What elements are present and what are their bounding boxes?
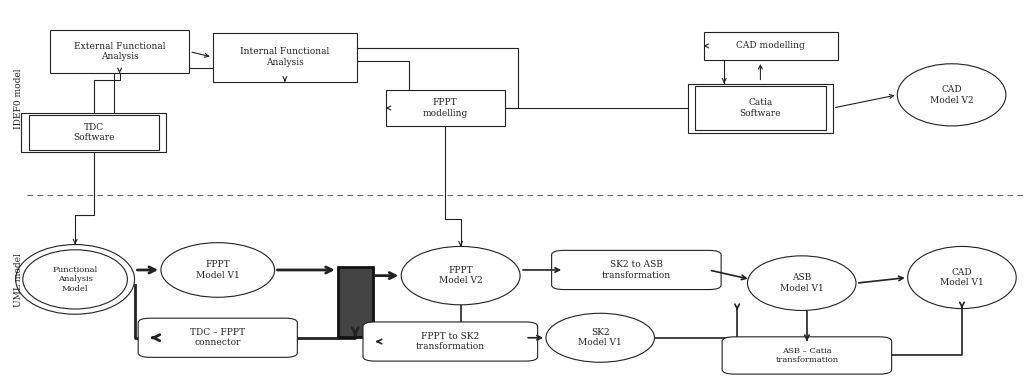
FancyBboxPatch shape: [722, 337, 892, 374]
Ellipse shape: [747, 256, 856, 310]
FancyBboxPatch shape: [696, 86, 826, 130]
Text: FPPT
Model V1: FPPT Model V1: [196, 260, 240, 280]
Ellipse shape: [16, 245, 135, 314]
FancyBboxPatch shape: [50, 30, 189, 73]
Text: FPPT to SK2
transformation: FPPT to SK2 transformation: [416, 332, 484, 351]
FancyBboxPatch shape: [22, 113, 166, 152]
Text: TDC
Software: TDC Software: [73, 123, 115, 142]
Text: External Functional
Analysis: External Functional Analysis: [73, 42, 166, 61]
Text: IDEF0 model: IDEF0 model: [14, 68, 23, 129]
Text: SK2
Model V1: SK2 Model V1: [579, 328, 622, 347]
FancyBboxPatch shape: [337, 267, 373, 337]
Ellipse shape: [402, 246, 520, 305]
Ellipse shape: [160, 243, 274, 297]
Ellipse shape: [545, 313, 654, 362]
Text: ASB – Catia
transformation: ASB – Catia transformation: [775, 347, 838, 364]
Text: Internal Functional
Analysis: Internal Functional Analysis: [240, 48, 329, 67]
Text: SK2 to ASB
transformation: SK2 to ASB transformation: [601, 260, 671, 280]
Ellipse shape: [23, 250, 127, 309]
Text: UML model: UML model: [14, 253, 23, 307]
FancyBboxPatch shape: [552, 250, 721, 290]
Text: FPPT
Model V2: FPPT Model V2: [439, 266, 482, 285]
Ellipse shape: [908, 246, 1016, 308]
Text: ASB
Model V1: ASB Model V1: [779, 273, 824, 293]
Text: TDC – FPPT
connector: TDC – FPPT connector: [190, 328, 245, 347]
Text: CAD modelling: CAD modelling: [736, 41, 805, 50]
FancyBboxPatch shape: [704, 32, 838, 60]
FancyBboxPatch shape: [29, 115, 158, 150]
Text: FPPT
modelling: FPPT modelling: [422, 98, 468, 118]
Text: CAD
Model V1: CAD Model V1: [940, 268, 984, 287]
FancyBboxPatch shape: [138, 318, 297, 357]
Ellipse shape: [897, 64, 1006, 126]
FancyBboxPatch shape: [363, 322, 537, 361]
Text: Functional
Analysis
Model: Functional Analysis Model: [53, 266, 97, 293]
Text: Catia
Software: Catia Software: [740, 98, 781, 118]
Text: CAD
Model V2: CAD Model V2: [929, 85, 974, 105]
FancyBboxPatch shape: [688, 84, 833, 133]
FancyBboxPatch shape: [212, 33, 357, 82]
FancyBboxPatch shape: [386, 90, 505, 126]
